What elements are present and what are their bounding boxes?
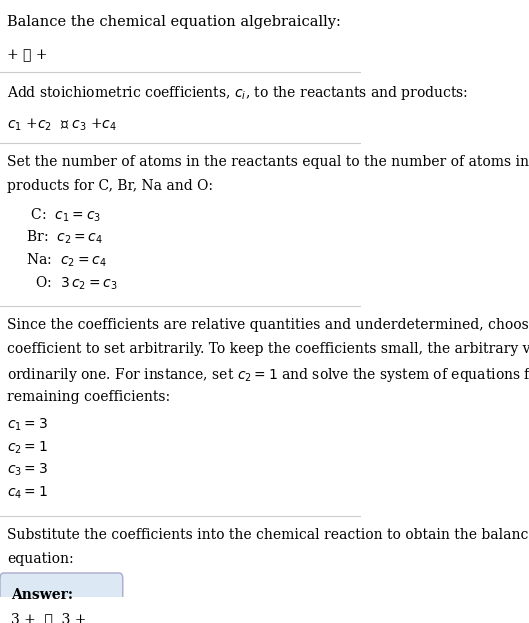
Text: ordinarily one. For instance, set $c_2 = 1$ and solve the system of equations fo: ordinarily one. For instance, set $c_2 =… — [7, 366, 529, 384]
Text: Since the coefficients are relative quantities and underdetermined, choose a: Since the coefficients are relative quan… — [7, 318, 529, 332]
Text: $c_1 = 3$: $c_1 = 3$ — [7, 416, 48, 433]
Text: O:  $3\,c_2 = c_3$: O: $3\,c_2 = c_3$ — [22, 274, 117, 292]
Text: Br:  $c_2 = c_4$: Br: $c_2 = c_4$ — [22, 229, 103, 246]
Text: + ➶ +: + ➶ + — [7, 48, 48, 62]
Text: Add stoichiometric coefficients, $c_i$, to the reactants and products:: Add stoichiometric coefficients, $c_i$, … — [7, 83, 468, 102]
Text: products for C, Br, Na and O:: products for C, Br, Na and O: — [7, 179, 213, 193]
Text: Answer:: Answer: — [11, 588, 73, 602]
Text: Set the number of atoms in the reactants equal to the number of atoms in the: Set the number of atoms in the reactants… — [7, 155, 529, 169]
Text: Balance the chemical equation algebraically:: Balance the chemical equation algebraica… — [7, 15, 341, 29]
Text: $c_4 = 1$: $c_4 = 1$ — [7, 485, 48, 501]
Text: C:  $c_1 = c_3$: C: $c_1 = c_3$ — [22, 206, 101, 224]
Text: remaining coefficients:: remaining coefficients: — [7, 389, 170, 404]
Text: $c_1$ +$c_2$  ➶ $c_3$ +$c_4$: $c_1$ +$c_2$ ➶ $c_3$ +$c_4$ — [7, 117, 117, 133]
Text: equation:: equation: — [7, 552, 74, 566]
Text: Substitute the coefficients into the chemical reaction to obtain the balanced: Substitute the coefficients into the che… — [7, 528, 529, 542]
Text: 3 +  ➶  3 +: 3 + ➶ 3 + — [11, 612, 86, 623]
Text: $c_2 = 1$: $c_2 = 1$ — [7, 439, 48, 455]
FancyBboxPatch shape — [0, 573, 123, 623]
Text: coefficient to set arbitrarily. To keep the coefficients small, the arbitrary va: coefficient to set arbitrarily. To keep … — [7, 342, 529, 356]
Text: $c_3 = 3$: $c_3 = 3$ — [7, 462, 48, 478]
Text: Na:  $c_2 = c_4$: Na: $c_2 = c_4$ — [22, 252, 106, 269]
